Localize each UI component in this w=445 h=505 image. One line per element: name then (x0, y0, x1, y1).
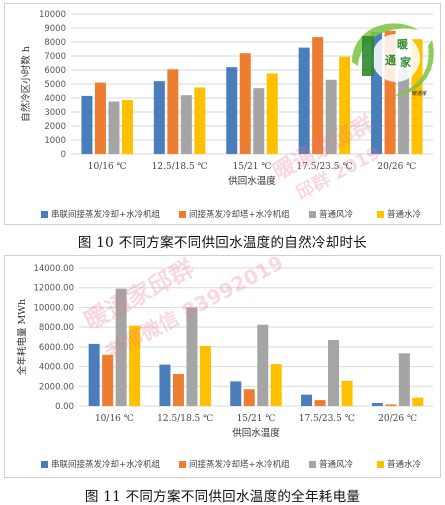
bar (314, 400, 326, 406)
bar (341, 380, 353, 406)
y-axis-label: 自然冷区小时数 h (20, 46, 32, 122)
x-tick-label: 15/21 ℃ (237, 414, 276, 424)
bar (270, 364, 282, 406)
bar (328, 339, 340, 406)
x-axis-label: 供回水温度 (228, 175, 276, 187)
legend-swatch (377, 461, 384, 468)
bar (398, 70, 410, 154)
y-tick-label: 2000.00 (39, 382, 74, 392)
legend-swatch (41, 211, 48, 218)
bar (398, 353, 410, 406)
legend-label: 间接蒸发冷却塔+水冷机组 (189, 459, 290, 470)
bar (230, 381, 242, 406)
bar (266, 73, 278, 154)
bar (312, 37, 324, 154)
chart-panel-fig10: 0 1000 2000 3000 4000 5000 6000 7000 8000 9000 100… (4, 3, 441, 225)
bar (102, 354, 114, 406)
figure-caption-10: 图 10 不同方案不同供回水温度的自然冷却时长 (77, 235, 368, 251)
bar (129, 325, 141, 406)
y-tick-label: 7000 (44, 52, 66, 62)
bar (115, 288, 127, 406)
y-tick-label: 10000 (39, 10, 66, 20)
y-tick-label: 6000.00 (39, 343, 74, 353)
y-tick-label: 6000 (44, 66, 66, 76)
x-tick-label: 10/16 ℃ (88, 162, 127, 172)
bar (186, 307, 198, 406)
legend-label: 串联间接蒸发冷却+水冷机组 (51, 459, 161, 470)
bar (172, 373, 184, 406)
bar (325, 79, 337, 154)
y-tick-label: 1000 (44, 136, 66, 146)
bar (412, 397, 424, 406)
bar (339, 56, 351, 155)
x-tick-label: 10/16 ℃ (95, 414, 134, 424)
legend-label: 普通水冷 (387, 209, 422, 220)
chart-panel-fig11: 0.00 2000.00 4000.00 6000.00 8000.00 10000.00… (4, 255, 441, 478)
bar (159, 364, 171, 406)
y-tick-label: 8000 (44, 38, 66, 48)
x-tick-label: 12.5/18.5 ℃ (157, 414, 213, 424)
legend-label: 串联间接蒸发冷却+水冷机组 (51, 209, 161, 220)
bar (121, 100, 133, 154)
bar (243, 389, 255, 406)
chart-fig11: 0.00 2000.00 4000.00 6000.00 8000.00 10000.00… (16, 264, 433, 470)
bar (180, 95, 192, 154)
x-tick-label: 15/21 ℃ (233, 162, 272, 172)
chart-fig10: 0 1000 2000 3000 4000 5000 6000 7000 8000 9000 100… (20, 10, 433, 220)
x-tick-label: 20/26 ℃ (377, 162, 416, 172)
bar (411, 39, 423, 155)
bar (371, 403, 383, 406)
y-tick-label: 12000.00 (33, 284, 74, 294)
bar (257, 324, 269, 406)
bar (301, 394, 313, 406)
y-tick-label: 8000.00 (39, 323, 74, 333)
legend-swatch (309, 461, 316, 468)
legend-swatch (377, 211, 384, 218)
bar (226, 67, 238, 154)
y-tick-label: 3000 (44, 108, 66, 118)
x-tick-label: 17.5/23.5 ℃ (296, 162, 352, 172)
y-tick-label: 4000 (44, 94, 66, 104)
x-tick-label: 20/26 ℃ (378, 414, 417, 424)
y-tick-label: 14000.00 (33, 264, 74, 274)
bar (239, 53, 251, 155)
legend-label: 普通风冷 (319, 209, 354, 220)
bar (81, 95, 93, 154)
legend-swatch (41, 461, 48, 468)
y-tick-label: 10000.00 (33, 303, 74, 313)
bar (384, 30, 396, 154)
figure-caption-11: 图 11 不同方案不同供回水温度的全年耗电量 (84, 489, 361, 505)
bar (385, 404, 397, 406)
x-axis-label: 供回水温度 (232, 427, 280, 439)
x-tick-label: 12.5/18.5 ℃ (152, 162, 208, 172)
y-tick-label: 5000 (44, 80, 66, 90)
y-axis-label: 全年耗电量 MWh (16, 299, 28, 375)
y-tick-label: 4000.00 (39, 363, 74, 373)
legend-label: 普通风冷 (319, 459, 354, 470)
y-tick-label: 0 (61, 150, 66, 160)
legend-swatch (179, 461, 186, 468)
y-tick-label: 2000 (44, 122, 66, 132)
bar (199, 345, 211, 406)
y-tick-label: 0.00 (55, 402, 74, 412)
bar (88, 343, 100, 406)
bar (371, 32, 383, 155)
bar (167, 69, 179, 154)
bar (298, 47, 310, 154)
legend-swatch (179, 211, 186, 218)
x-tick-label: 17.5/23.5 ℃ (299, 414, 355, 424)
legend-swatch (309, 211, 316, 218)
bar (253, 88, 265, 154)
bar (153, 81, 165, 154)
y-tick-label: 9000 (44, 24, 66, 34)
bar (108, 101, 120, 154)
legend-label: 普通水冷 (387, 459, 422, 470)
legend-label: 间接蒸发冷却塔+水冷机组 (189, 209, 290, 220)
bar (94, 82, 106, 154)
bar (194, 87, 206, 154)
